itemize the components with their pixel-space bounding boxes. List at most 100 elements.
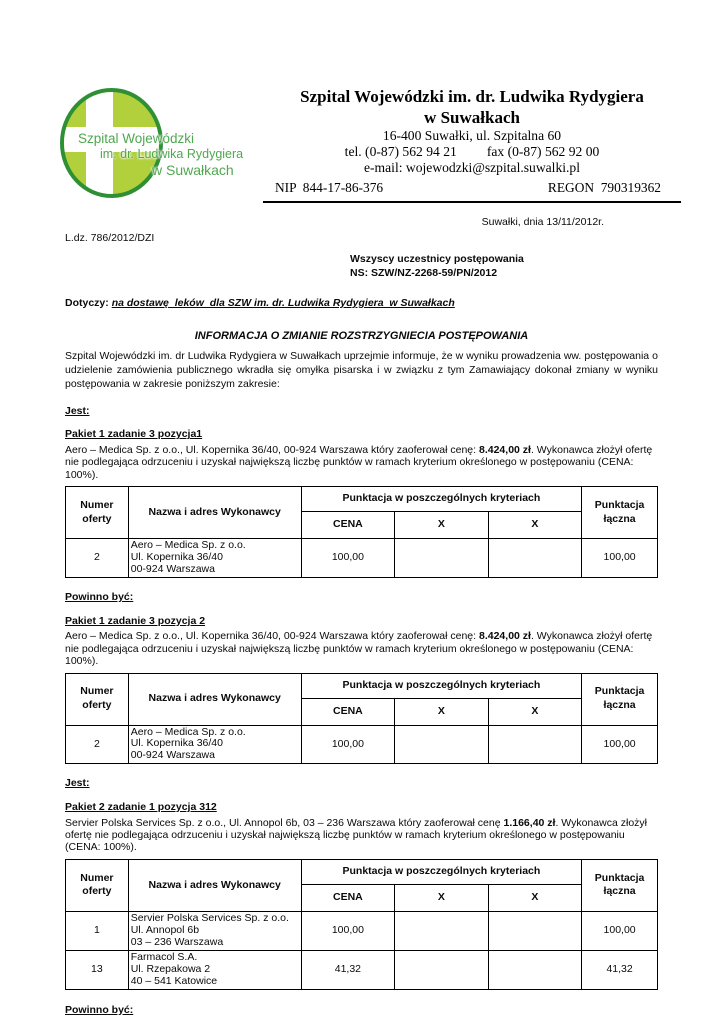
col-header-laczna: Punktacja łączna [581, 486, 658, 540]
cell-x1 [394, 724, 489, 765]
desc-text: . Wykonawca złożył ofertę nie podlegając… [65, 444, 653, 481]
status-label: Jest: [65, 404, 90, 417]
nazwa-line: 00-924 Warszawa [130, 749, 215, 762]
pakiet-title: Pakiet 1 zadanie 3 pozycja 2 [65, 614, 206, 627]
cell-nazwa: Farmacol S.A. Ul. Rzepakowa 2 40 – 541 K… [127, 949, 302, 990]
col-header-numer: Numer oferty [65, 486, 129, 540]
col-header-group: Punktacja w poszczególnych kryteriach [300, 858, 583, 885]
table-row: 13 Farmacol S.A. Ul. Rzepakowa 2 40 – 54… [65, 949, 658, 990]
status-label: Powinno być: [65, 591, 134, 604]
desc-text: Aero – Medica Sp. z o.o., Ul. Kopernika … [65, 630, 479, 643]
nip-value: NIP 844-17-86-376 [275, 180, 384, 195]
cell-x2 [487, 538, 583, 579]
cell-laczna: 100,00 [581, 910, 658, 951]
subject-label: Dotyczy: [65, 297, 109, 309]
col-header-x1: X [394, 883, 489, 912]
logo-text-line2: im. dr. Ludwika Rydygiera [100, 147, 244, 161]
cell-numer: 13 [65, 949, 129, 990]
nazwa-line: Ul. Rzepakowa 2 [130, 962, 211, 975]
cell-numer: 2 [65, 538, 129, 579]
cell-x1 [394, 910, 489, 951]
recipient-block: Wszyscy uczestnicy postępowania NS: SZW/… [350, 253, 658, 281]
table-row: 2 Aero – Medica Sp. z o.o. Ul. Kopernika… [65, 538, 658, 579]
reference-number: L.dz. 786/2012/DZI [65, 231, 155, 244]
date-line: Suwałki, dnia 13/11/2012r. [481, 216, 604, 228]
desc-text: Aero – Medica Sp. z o.o., Ul. Kopernika … [65, 444, 479, 457]
nazwa-line: 00-924 Warszawa [130, 563, 215, 576]
nazwa-line: Aero – Medica Sp. z o.o. [130, 725, 246, 738]
col-header-x2: X [487, 697, 583, 726]
cell-numer: 1 [65, 910, 129, 951]
cell-cena: 41,32 [300, 949, 396, 990]
col-header-group: Punktacja w poszczególnych kryteriach [300, 486, 583, 513]
cell-x2 [487, 910, 583, 951]
hospital-tel: tel. (0-87) 562 94 21 [344, 144, 457, 159]
cell-nazwa: Aero – Medica Sp. z o.o. Ul. Kopernika 3… [127, 724, 302, 765]
logo-circle-icon [60, 88, 163, 198]
col-header-numer: Numer oferty [65, 858, 129, 912]
desc-text: . Wykonawca złożył ofertę nie podlegając… [65, 630, 653, 668]
letter-body: Suwałki, dnia 13/11/2012r. L.dz. 786/201… [65, 216, 658, 1017]
col-header-numer: Numer oferty [65, 672, 129, 726]
pakiet-title: Pakiet 1 zadanie 3 pozycja1 [65, 428, 203, 441]
subject-line: Dotyczy: na dostawę leków dla SZW im. dr… [65, 297, 658, 311]
col-header-nazwa: Nazwa i adres Wykonawcy [127, 486, 302, 540]
letterhead: Szpital Wojewódzki im. dr. Ludwika Rydyg… [263, 86, 681, 203]
cell-x2 [487, 949, 583, 990]
nazwa-line: Farmacol S.A. [130, 950, 198, 963]
cell-cena: 100,00 [300, 724, 396, 765]
col-header-group: Punktacja w poszczególnych kryteriach [300, 672, 583, 699]
cell-laczna: 41,32 [581, 949, 658, 990]
nazwa-line: Ul. Kopernika 36/40 [130, 551, 223, 564]
scoring-table: Numer oferty Nazwa i adres Wykonawcy Pun… [65, 672, 658, 765]
hospital-tel-fax: tel. (0-87) 562 94 21 fax (0-87) 562 92 0… [263, 144, 681, 160]
col-header-cena: CENA [300, 883, 396, 912]
hospital-fax: fax (0-87) 562 92 00 [486, 144, 600, 159]
recipient-line1: Wszyscy uczestnicy postępowania [350, 253, 524, 266]
status-label: Jest: [65, 777, 90, 790]
subject-text: na dostawę leków dla SZW im. dr. Ludwika… [111, 297, 455, 309]
regon-value: REGON 790319362 [547, 180, 661, 195]
desc-text: Servier Polska Services Sp. z o.o., Ul. … [65, 816, 504, 829]
logo-text-line3: w Suwałkach [152, 162, 234, 178]
col-header-laczna: Punktacja łączna [581, 672, 658, 726]
hospital-title-line2: w Suwałkach [424, 108, 520, 127]
desc-text: . Wykonawca złożył ofertę nie podlegając… [65, 816, 647, 854]
hospital-address: 16-400 Suwałki, ul. Szpitalna 60 [382, 128, 562, 143]
price-value: 8.424,00 zł [479, 444, 531, 457]
intro-paragraph: Szpital Wojewódzki im. dr Ludwika Rydygi… [65, 349, 658, 390]
hospital-logo: Szpital Wojewódzki im. dr. Ludwika Rydyg… [60, 84, 265, 206]
hospital-title-line1: Szpital Wojewódzki im. dr. Ludwika Rydyg… [300, 87, 644, 106]
col-header-x1: X [394, 697, 489, 726]
cell-laczna: 100,00 [581, 538, 658, 579]
pakiet-title: Pakiet 2 zadanie 1 pozycja 312 [65, 801, 217, 814]
logo-cross-icon [64, 127, 159, 152]
col-header-x2: X [487, 511, 583, 540]
cell-cena: 100,00 [300, 538, 396, 579]
scoring-table: Numer oferty Nazwa i adres Wykonawcy Pun… [65, 858, 658, 990]
table-row: 1 Servier Polska Services Sp. z o.o. Ul.… [65, 910, 658, 951]
hospital-email: e-mail: wojewodzki@szpital.suwalki.pl [364, 160, 580, 175]
nazwa-line: Aero – Medica Sp. z o.o. [130, 539, 246, 552]
cell-nazwa: Aero – Medica Sp. z o.o. Ul. Kopernika 3… [127, 538, 302, 579]
nazwa-line: 03 – 236 Warszawa [130, 935, 224, 948]
price-value: 1.166,40 zł [503, 816, 556, 829]
pakiet-description: Aero – Medica Sp. z o.o., Ul. Kopernika … [65, 444, 658, 481]
cell-laczna: 100,00 [581, 724, 658, 765]
col-header-laczna: Punktacja łączna [581, 858, 658, 912]
pakiet-description: Servier Polska Services Sp. z o.o., Ul. … [65, 817, 658, 854]
cell-x1 [394, 538, 489, 579]
logo-text-line1: Szpital Wojewódzki [78, 131, 195, 146]
cell-numer: 2 [65, 724, 129, 765]
col-header-cena: CENA [300, 511, 396, 540]
cell-x1 [394, 949, 489, 990]
cell-nazwa: Servier Polska Services Sp. z o.o. Ul. A… [127, 910, 302, 951]
col-header-cena: CENA [300, 697, 396, 726]
col-header-x2: X [487, 883, 583, 912]
col-header-x1: X [394, 511, 489, 540]
table-row: 2 Aero – Medica Sp. z o.o. Ul. Kopernika… [65, 724, 658, 765]
nazwa-line: Servier Polska Services Sp. z o.o. [130, 911, 289, 924]
status-label: Powinno być: [65, 1003, 134, 1016]
col-header-nazwa: Nazwa i adres Wykonawcy [127, 672, 302, 726]
